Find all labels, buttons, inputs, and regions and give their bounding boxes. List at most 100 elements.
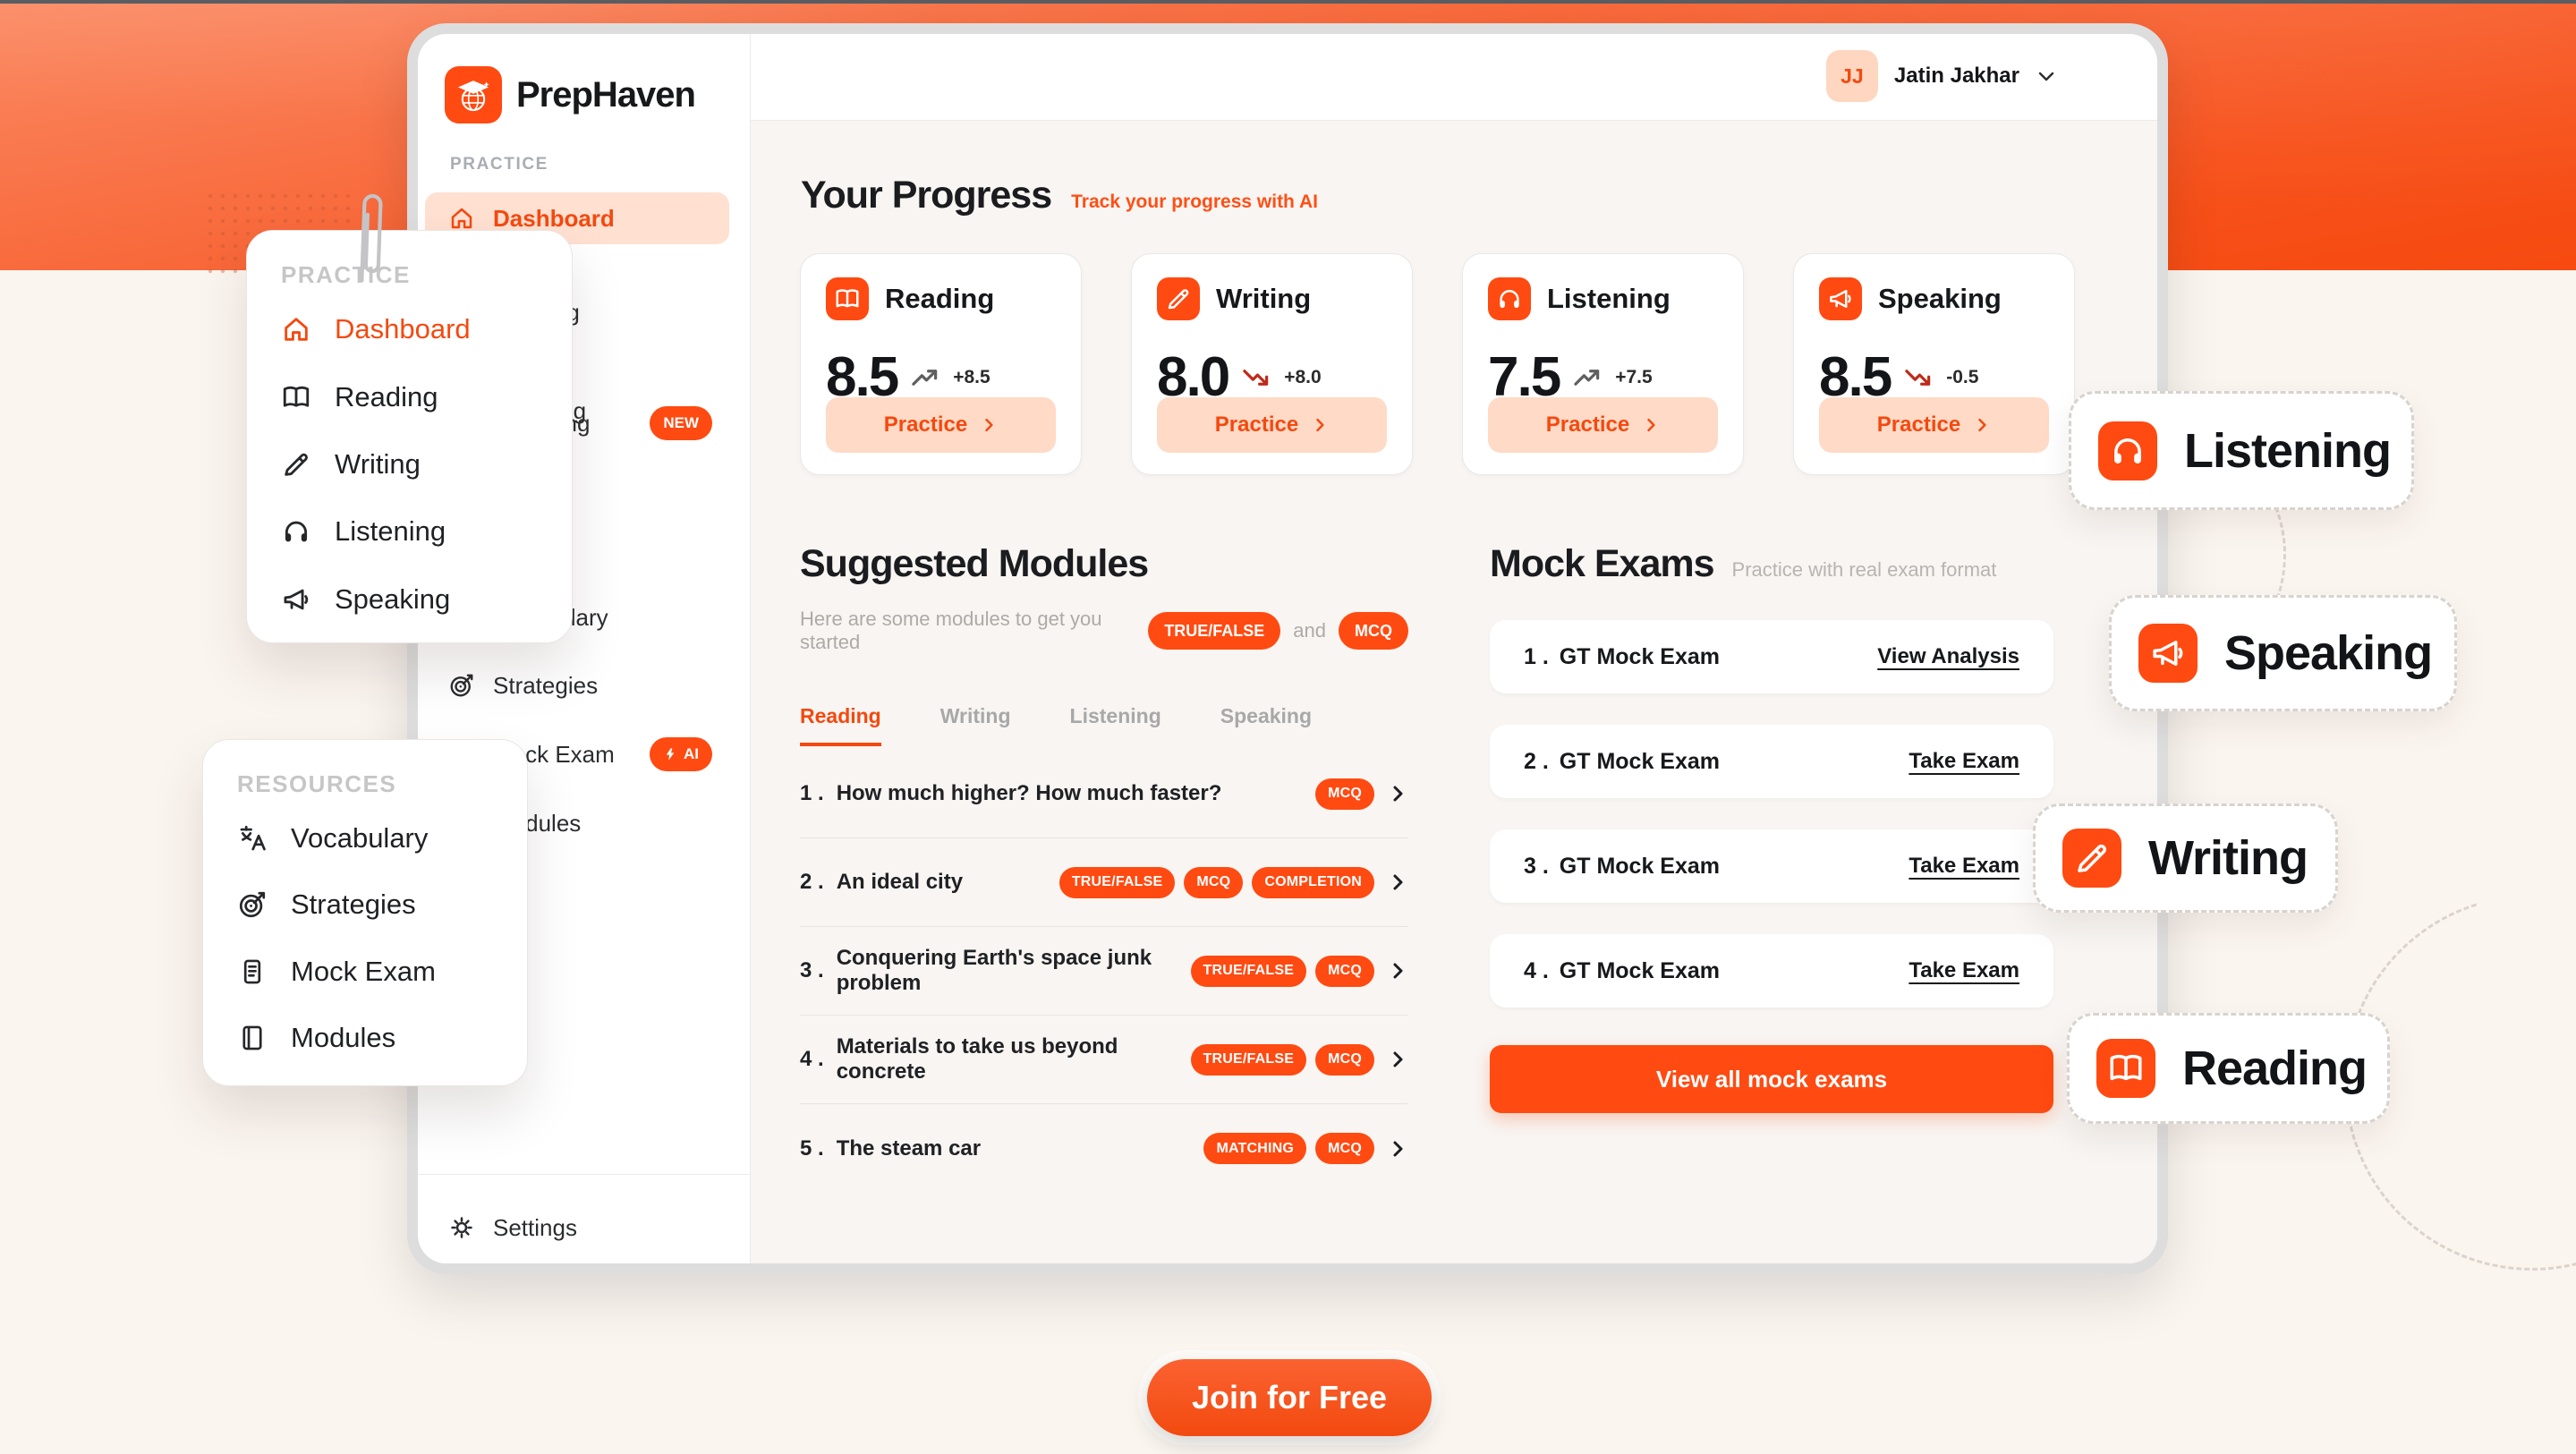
menu-item-vocabulary[interactable]: Vocabulary: [237, 822, 428, 855]
floating-label-reading: Reading: [2067, 1013, 2390, 1124]
menu-item-reading[interactable]: Reading: [281, 381, 438, 413]
tab-speaking[interactable]: Speaking: [1220, 704, 1313, 727]
chevron-right-icon: [1311, 416, 1329, 434]
practice-button[interactable]: Practice: [1488, 397, 1718, 453]
floating-resources-label: RESOURCES: [237, 770, 397, 797]
modules-list: 1 . How much higher? How much faster? MC…: [800, 750, 1408, 1193]
practice-button[interactable]: Practice: [826, 397, 1056, 453]
home-icon: [448, 205, 475, 232]
chevron-down-icon: [2036, 65, 2057, 87]
module-row[interactable]: 1 . How much higher? How much faster? MC…: [800, 750, 1408, 838]
floating-practice-menu: PRACTICE Dashboard Reading Writing Liste…: [246, 230, 573, 643]
progress-card-listening: Listening 7.5 +7.5 Practice: [1462, 253, 1744, 475]
progress-card-speaking: Speaking 8.5 -0.5 Practice: [1793, 253, 2075, 475]
floating-label-listening: Listening: [2069, 391, 2414, 510]
trend-down-icon: [1901, 363, 1935, 392]
chevron-right-icon[interactable]: [1387, 960, 1408, 982]
home-icon: [281, 314, 311, 344]
menu-item-modules[interactable]: Modules: [237, 1022, 395, 1054]
paperclip-icon: [349, 183, 392, 292]
card-skill: Reading: [885, 283, 995, 314]
sidebar-item-settings[interactable]: Settings: [425, 1202, 729, 1254]
chevron-right-icon: [980, 416, 998, 434]
tag: COMPLETION: [1252, 866, 1374, 898]
tab-listening[interactable]: Listening: [1069, 704, 1161, 727]
user-menu[interactable]: JJ Jatin Jakhar: [1825, 50, 2057, 102]
take-exam-link[interactable]: Take Exam: [1909, 958, 2019, 982]
menu-item-dashboard[interactable]: Dashboard: [281, 313, 471, 345]
menu-item-listening[interactable]: Listening: [281, 515, 446, 548]
progress-cards: Reading 8.5 +8.5 Practice Wr: [800, 253, 2075, 475]
tab-writing[interactable]: Writing: [939, 704, 1011, 727]
sidebar-section-practice: PRACTICE: [450, 155, 548, 174]
sidebar-item-strategies[interactable]: Strategies: [425, 659, 729, 711]
view-analysis-link[interactable]: View Analysis: [1877, 644, 2019, 668]
tag: TRUE/FALSE: [1190, 1043, 1307, 1076]
suggested-modules-section: Suggested Modules Here are some modules …: [800, 542, 1408, 1193]
chevron-right-icon[interactable]: [1387, 1138, 1408, 1160]
brand-name: PrepHaven: [516, 74, 696, 115]
card-delta: +7.5: [1615, 366, 1653, 387]
target-icon: [237, 889, 268, 920]
join-for-free-button[interactable]: Join for Free: [1147, 1359, 1432, 1436]
mock-rows: 1 . GT Mock Exam View Analysis 2 . GT Mock…: [1490, 620, 2053, 1008]
sidebar-item-dashboard[interactable]: Dashboard: [425, 192, 729, 244]
sidebar-divider: [418, 1174, 750, 1175]
tag: MCQ: [1315, 1133, 1374, 1164]
gear-icon: [448, 1214, 475, 1241]
module-row[interactable]: 2 . An ideal city TRUE/FALSE MCQ COMPLET…: [800, 838, 1408, 927]
tag: MATCHING: [1203, 1133, 1307, 1164]
module-row[interactable]: 5 . The steam car MATCHING MCQ: [800, 1104, 1408, 1193]
tag: MCQ: [1315, 778, 1374, 810]
trend-up-icon: [908, 363, 942, 392]
menu-item-writing[interactable]: Writing: [281, 448, 421, 480]
tag: TRUE/FALSE: [1058, 866, 1176, 898]
take-exam-link[interactable]: Take Exam: [1909, 749, 2019, 773]
graduation-globe-icon: [445, 66, 502, 123]
card-delta: -0.5: [1946, 366, 1979, 387]
card-delta: +8.0: [1284, 366, 1322, 387]
sidebar-item-label: Settings: [493, 1213, 577, 1241]
pencil-icon: [2062, 829, 2121, 888]
book-open-icon: [2096, 1039, 2155, 1098]
module-row[interactable]: 4 . Materials to take us beyond concrete…: [800, 1016, 1408, 1104]
module-row[interactable]: 3 . Conquering Earth's space junk proble…: [800, 927, 1408, 1016]
card-delta: +8.5: [953, 366, 990, 387]
mock-subtitle: Practice with real exam format: [1731, 558, 1997, 581]
headphones-icon: [2098, 421, 2157, 480]
pencil-icon: [281, 449, 311, 480]
book-open-icon: [281, 382, 311, 412]
mock-exam-row: 2 . GT Mock Exam Take Exam: [1490, 725, 2053, 798]
chevron-right-icon[interactable]: [1387, 1049, 1408, 1070]
modules-subtitle-and: and: [1293, 619, 1326, 642]
tag: MCQ: [1184, 866, 1244, 898]
chevron-right-icon[interactable]: [1387, 872, 1408, 893]
megaphone-icon: [281, 584, 311, 615]
main-content: JJ Jatin Jakhar Your Progress Track your…: [751, 34, 2157, 1263]
sidebar-item-label: Dashboard: [493, 204, 615, 232]
practice-button[interactable]: Practice: [1819, 397, 2049, 453]
mock-title: Mock Exams: [1490, 542, 1715, 585]
progress-subtitle: Track your progress with AI: [1071, 191, 1318, 212]
trend-down-icon: [1239, 363, 1273, 392]
tag: MCQ: [1315, 1043, 1374, 1076]
menu-item-mock-exam[interactable]: Mock Exam: [237, 956, 436, 988]
menu-item-speaking[interactable]: Speaking: [281, 583, 450, 616]
new-badge: NEW: [650, 406, 712, 440]
translate-icon: [237, 823, 268, 854]
tab-reading[interactable]: Reading: [800, 704, 881, 746]
menu-item-strategies[interactable]: Strategies: [237, 889, 416, 921]
floating-resources-menu: RESOURCES Vocabulary Strategies Mock Exa…: [202, 739, 528, 1086]
practice-button[interactable]: Practice: [1157, 397, 1387, 453]
brand-logo[interactable]: PrepHaven: [445, 66, 696, 123]
chevron-right-icon[interactable]: [1387, 783, 1408, 804]
view-all-mock-exams-button[interactable]: View all mock exams: [1490, 1045, 2053, 1113]
chevron-right-icon: [1642, 416, 1660, 434]
tag-true-false: TRUE/FALSE: [1148, 612, 1281, 650]
floating-label-writing: Writing: [2033, 804, 2338, 913]
avatar: JJ: [1825, 50, 1878, 102]
take-exam-link[interactable]: Take Exam: [1909, 854, 2019, 878]
document-icon: [237, 957, 268, 987]
tag: MCQ: [1315, 955, 1374, 987]
sidebar-item-label: Strategies: [493, 671, 599, 699]
